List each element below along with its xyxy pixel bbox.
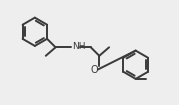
Text: NH: NH xyxy=(72,42,86,51)
Text: O: O xyxy=(90,65,98,75)
